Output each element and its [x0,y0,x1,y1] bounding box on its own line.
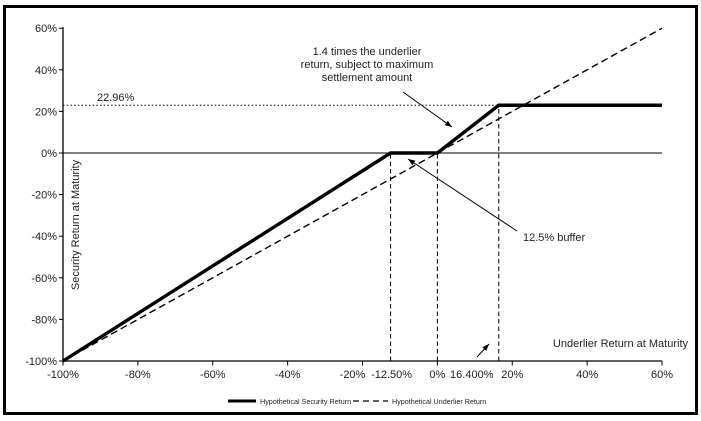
buffer-note-arrow-line [407,158,518,232]
multiplier-note-line: settlement amount [322,72,413,84]
x-tick-label: 20% [501,369,523,381]
y-tick-label: 60% [35,23,57,35]
x-axis-title: Underlier Return at Maturity [553,338,689,350]
multiplier-note-arrow-head [444,120,452,127]
cap-level-arrow-head [482,344,489,351]
x-tick-label: -20% [340,369,366,381]
y-tick-label: -40% [31,231,57,243]
x-tick-label: 0% [429,369,445,381]
x-extra-label: 16.400% [450,369,494,381]
x-tick-label: -100% [47,369,79,381]
y-axis-title: Security Return at Maturity [70,159,82,290]
x-tick-label: 40% [576,369,598,381]
y-tick-label: 40% [35,65,57,77]
y-tick-label: -60% [31,273,57,285]
y-tick-label: -80% [31,314,57,326]
buffer-note-arrow-head [408,159,416,166]
x-tick-label: -80% [125,369,151,381]
figure-border [3,5,698,415]
x-tick-label: -60% [200,369,226,381]
x-tick-label: -40% [275,369,301,381]
y-tick-label: -20% [31,190,57,202]
x-extra-label: -12.50% [371,369,412,381]
y-tick-label: 20% [35,106,57,118]
legend-underlier-label: Hypothetical Underlier Return [392,397,486,406]
series-underlier-line [62,27,663,362]
multiplier-note-arrow-line [402,91,453,128]
max-return-label: 22.96% [97,92,135,104]
y-tick-label: -100% [25,356,57,368]
series-security-line [62,103,662,363]
multiplier-note-line: 1.4 times the underlier [313,46,422,58]
x-tick-label: 60% [651,369,673,381]
multiplier-note-line: return, subject to maximum [301,59,434,71]
legend-security-label: Hypothetical Security Return [260,397,351,406]
buffer-note-label: 12.5% buffer [523,232,586,244]
y-tick-label: 0% [41,148,57,160]
